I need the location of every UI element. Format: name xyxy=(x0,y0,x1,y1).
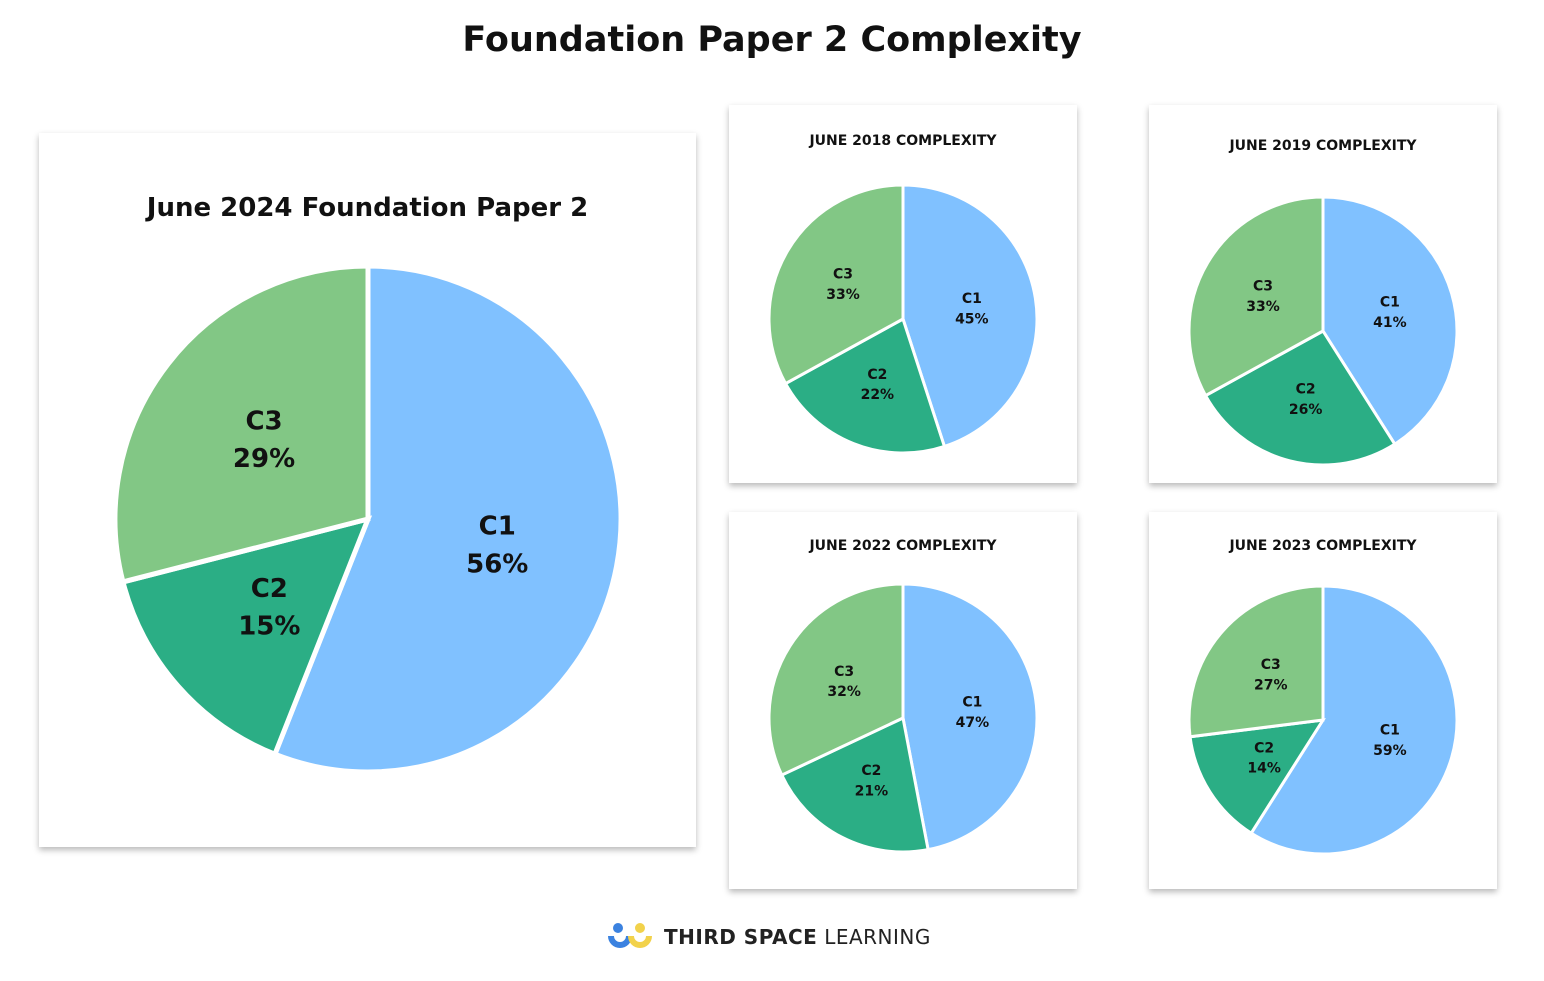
slice-value-label: 33% xyxy=(1246,299,1280,315)
brand-name-bold: THIRD SPACE xyxy=(664,925,818,949)
brand-name-light: LEARNING xyxy=(824,925,931,949)
slice-value-label: 21% xyxy=(855,783,889,799)
slice-label: C3 xyxy=(1261,657,1281,673)
slice-value-label: 26% xyxy=(1289,402,1323,418)
pie-slice-c1 xyxy=(901,582,1039,852)
chart-card-2024: C1 56% C2 15% C3 29% June 2024 Foundation Pap… xyxy=(39,133,696,847)
pie-slice-c1 xyxy=(901,183,1039,449)
slice-value-label: 33% xyxy=(826,287,860,303)
pie-slice-c3 xyxy=(767,582,905,778)
slice-value-label: 27% xyxy=(1254,677,1288,693)
slice-value-label: 56% xyxy=(466,549,528,579)
pie-slice-c1 xyxy=(1249,584,1459,856)
slice-label: C1 xyxy=(962,291,982,307)
chart-card-2019: C1 41% C2 26% C3 33% JUNE 2019 COMPLEXITY xyxy=(1149,105,1497,483)
slice-label: C2 xyxy=(861,763,881,779)
slice-value-label: 14% xyxy=(1247,761,1281,777)
pie-slice-c2 xyxy=(783,316,947,455)
pie-slice-c2 xyxy=(779,715,930,854)
pie-slice-c3 xyxy=(1187,195,1325,398)
chart-card-2022: C1 47% C2 21% C3 32% JUNE 2022 COMPLEXITY xyxy=(729,512,1077,889)
slice-label: C2 xyxy=(1296,382,1316,398)
page-title: Foundation Paper 2 Complexity xyxy=(462,20,1082,60)
slice-label: C1 xyxy=(1380,295,1400,311)
pie-slice-c2 xyxy=(1203,329,1397,467)
slice-value-label: 22% xyxy=(861,387,895,403)
slice-label: C2 xyxy=(251,574,288,604)
chart-card-2023: C1 59% C2 14% C3 27% JUNE 2023 COMPLEXITY xyxy=(1149,512,1497,889)
logo-icon xyxy=(608,923,652,948)
chart-title: JUNE 2022 COMPLEXITY xyxy=(809,538,997,554)
slice-value-label: 15% xyxy=(238,612,300,642)
slice-label: C2 xyxy=(1254,740,1274,756)
pie-slice-c3 xyxy=(112,263,371,585)
slice-value-label: 41% xyxy=(1373,315,1407,331)
slice-value-label: 59% xyxy=(1373,743,1407,759)
slice-label: C1 xyxy=(1380,723,1400,739)
slice-value-label: 47% xyxy=(956,715,990,731)
chart-title: JUNE 2018 COMPLEXITY xyxy=(809,133,997,149)
pie-chart: C1 47% C2 21% C3 32% xyxy=(767,582,1039,854)
pie-chart: C1 59% C2 14% C3 27% xyxy=(1187,584,1459,856)
pie-chart: C1 41% C2 26% C3 33% xyxy=(1187,195,1459,467)
pie-slice-c3 xyxy=(767,183,905,386)
slice-value-label: 29% xyxy=(233,444,295,474)
slice-value-label: 32% xyxy=(827,684,861,700)
pie-slice-c2 xyxy=(1188,718,1326,836)
slice-label: C3 xyxy=(245,406,282,436)
chart-card-2018: C1 45% C2 22% C3 33% JUNE 2018 COMPLEXITY xyxy=(729,105,1077,483)
slice-label: C1 xyxy=(962,695,982,711)
pie-chart: C1 45% C2 22% C3 33% xyxy=(767,183,1039,455)
pie-slice-c1 xyxy=(271,263,624,775)
slice-label: C3 xyxy=(834,664,854,680)
slice-value-label: 45% xyxy=(955,311,989,327)
chart-title: JUNE 2019 COMPLEXITY xyxy=(1229,138,1417,154)
pie-chart: C1 56% C2 15% C3 29% xyxy=(112,263,624,775)
slice-label: C2 xyxy=(867,367,887,383)
slice-label: C3 xyxy=(833,267,853,283)
chart-title: JUNE 2023 COMPLEXITY xyxy=(1229,538,1417,554)
chart-title: June 2024 Foundation Paper 2 xyxy=(146,193,589,223)
pie-slice-c3 xyxy=(1187,584,1325,739)
pie-slice-c2 xyxy=(119,515,373,758)
slice-label: C3 xyxy=(1253,279,1273,295)
slice-label: C1 xyxy=(479,512,516,542)
footer-logo: THIRD SPACE LEARNING xyxy=(606,922,931,952)
